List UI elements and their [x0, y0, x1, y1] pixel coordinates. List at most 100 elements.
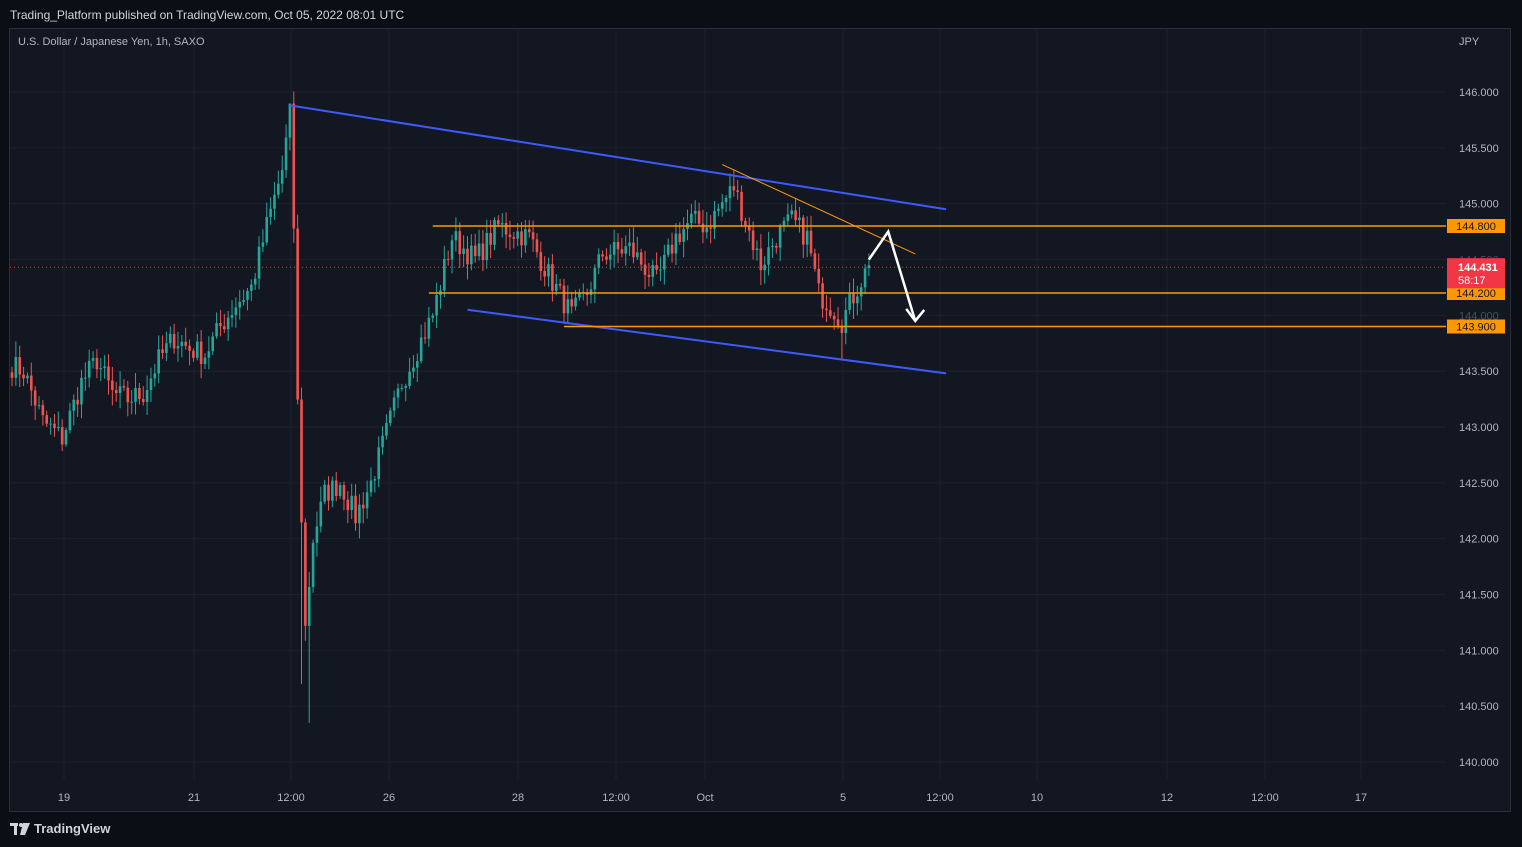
candle-body	[84, 377, 87, 379]
candle-body	[481, 243, 485, 261]
candle-body	[91, 358, 95, 361]
candle-body	[466, 248, 469, 265]
candle-body	[138, 388, 141, 400]
candle-body	[747, 225, 751, 231]
candle-body	[620, 249, 624, 254]
candle-body	[794, 210, 797, 221]
candle-body	[859, 287, 863, 297]
x-tick-label: 19	[58, 792, 70, 804]
candle-body	[462, 248, 465, 254]
candle-body	[612, 242, 616, 255]
candle-body	[493, 220, 496, 245]
candle-body	[682, 228, 685, 242]
candle-body	[18, 357, 22, 375]
candle-body	[331, 480, 334, 501]
candle-body	[458, 231, 462, 254]
y-tick-label: 146.000	[1459, 87, 1499, 99]
candle-body	[172, 333, 176, 349]
candle-body	[103, 366, 106, 369]
candle-body	[832, 315, 836, 320]
candle-body	[736, 190, 739, 192]
candle-body	[369, 480, 373, 493]
candle-body	[593, 267, 597, 290]
y-tick-label: 140.500	[1459, 701, 1499, 713]
candle-body	[470, 245, 473, 265]
candle-body	[361, 504, 365, 509]
candle-body	[130, 401, 133, 403]
candle-body	[863, 268, 867, 288]
short-trendline	[722, 164, 916, 255]
candle-body	[149, 378, 153, 391]
candle-body	[60, 427, 64, 445]
x-tick-label: 12:00	[277, 792, 305, 804]
candle-body	[809, 230, 813, 254]
y-tick-label: 143.000	[1459, 422, 1499, 434]
candle-body	[296, 228, 299, 400]
candle-body	[539, 252, 543, 271]
candle-body	[122, 386, 126, 388]
candle-body	[840, 325, 844, 333]
y-tick-label: 141.000	[1459, 645, 1499, 657]
candle-body	[817, 268, 821, 284]
candle-body	[489, 232, 492, 245]
x-tick-label: 28	[512, 792, 524, 804]
candle-body	[701, 223, 705, 233]
candle-body	[720, 202, 724, 209]
candle-body	[199, 341, 203, 364]
candle-body	[400, 387, 404, 389]
candle-body	[485, 232, 489, 261]
x-tick-label: 5	[840, 792, 846, 804]
y-tick-label: 145.000	[1459, 199, 1499, 211]
candle-body	[176, 346, 180, 349]
x-tick-label: 12:00	[1251, 792, 1279, 804]
publisher-bar: Trading_Platform published on TradingVie…	[0, 0, 1522, 28]
candle-body	[207, 351, 211, 358]
candle-body	[709, 227, 712, 229]
candle-body	[655, 265, 658, 270]
footer-bar	[0, 812, 1522, 847]
candle-body	[647, 274, 651, 277]
x-tick-label: Oct	[696, 792, 713, 804]
candle-body	[674, 233, 678, 254]
candle-body	[68, 410, 72, 431]
candle-body	[157, 349, 160, 374]
candle-body	[728, 186, 732, 198]
candle-body	[41, 405, 45, 416]
candle-body	[107, 366, 110, 381]
candle-body	[516, 231, 519, 239]
candle-body	[300, 399, 303, 523]
candle-body	[381, 435, 384, 448]
candle-body	[790, 210, 794, 215]
candle-body	[597, 254, 601, 268]
candle-body	[346, 499, 350, 510]
projected-path-arrow	[867, 228, 917, 322]
candle-body	[261, 242, 265, 247]
last-price-label: 144.431	[1458, 262, 1498, 274]
level-price-tag	[1447, 286, 1505, 300]
level-price-label: 144.200	[1456, 288, 1496, 300]
candle-body	[767, 247, 770, 265]
y-tick-label: 143.500	[1459, 366, 1499, 378]
price-axis: 146.000145.500145.000144.500144.000143.5…	[1459, 87, 1499, 769]
level-price-tag	[1447, 219, 1505, 233]
candle-body	[543, 270, 546, 277]
candle-body	[49, 423, 52, 425]
candle-body	[446, 259, 450, 261]
candle-body	[118, 386, 122, 393]
y-tick-label: 144.000	[1459, 310, 1499, 322]
candle-body	[697, 210, 701, 224]
candle-body	[500, 222, 504, 225]
countdown-label: 58:17	[1458, 275, 1486, 287]
candle-body	[578, 293, 581, 298]
candle-body	[666, 244, 670, 255]
y-tick-label: 140.000	[1459, 757, 1499, 769]
candle-body	[732, 186, 736, 191]
candle-body	[319, 501, 323, 527]
candle-body	[566, 299, 570, 314]
candle-body	[161, 349, 164, 354]
candle-body	[338, 485, 342, 496]
candle-body	[755, 248, 759, 251]
tradingview-brand[interactable]: TradingView	[10, 821, 110, 836]
candle-body	[165, 343, 168, 354]
